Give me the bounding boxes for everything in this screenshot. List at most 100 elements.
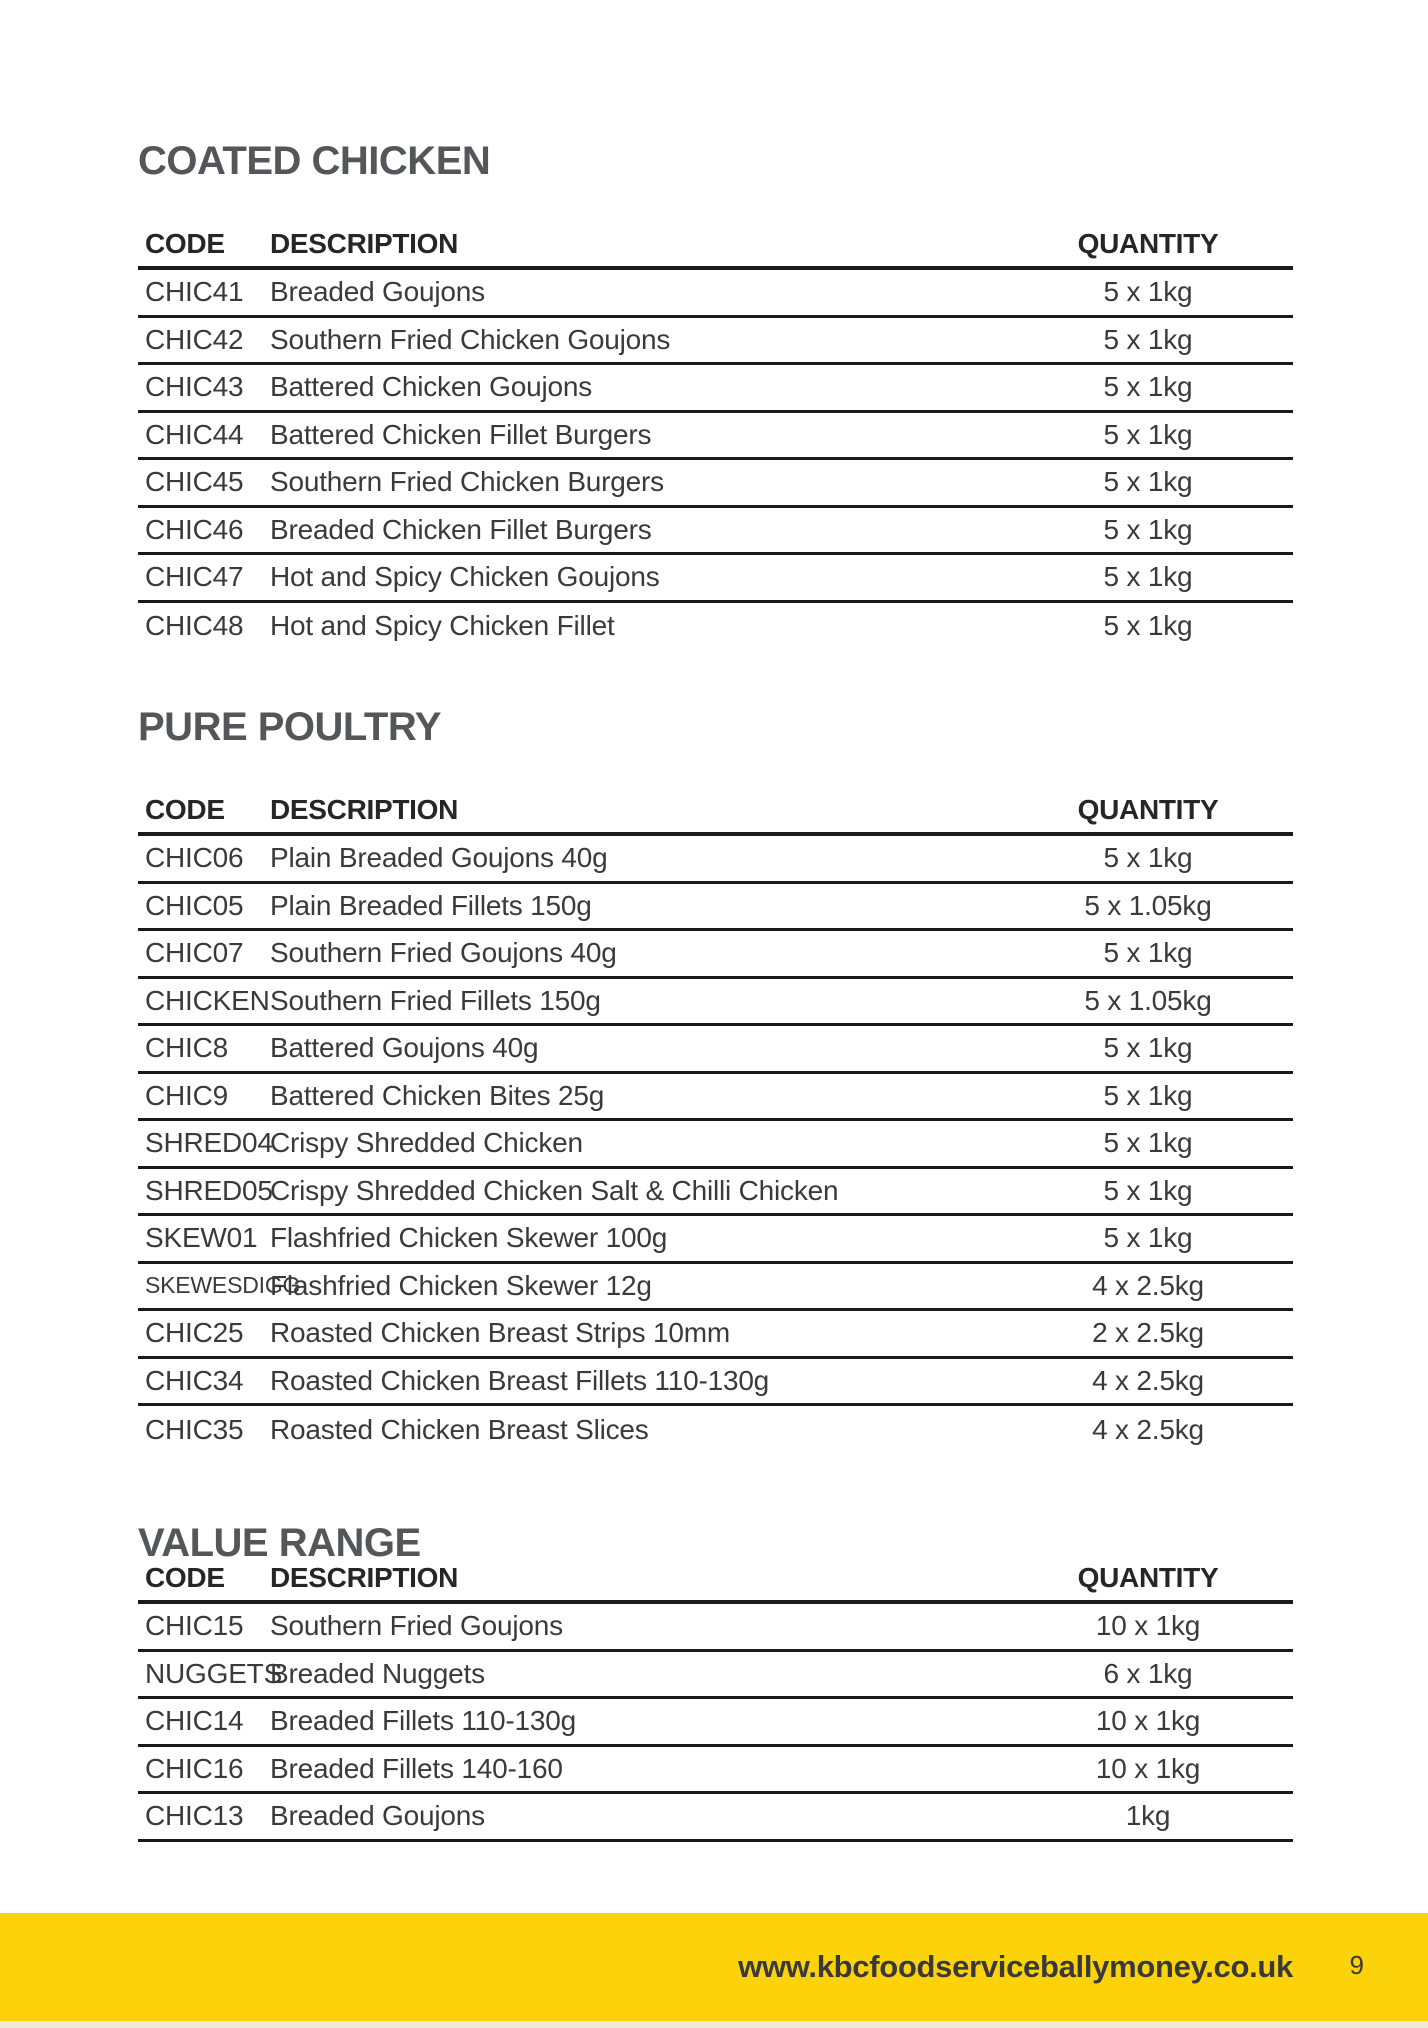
column-header-code: CODE [145,1562,225,1593]
column-header-quantity: QUANTITY [1077,228,1219,259]
product-description: Battered Chicken Goujons [270,371,593,403]
product-description: Breaded Nuggets [270,1657,485,1689]
product-description: Breaded Chicken Fillet Burgers [270,513,652,545]
product-code: SKEW01 [145,1222,258,1254]
product-description: Southern Fried Chicken Goujons [270,323,671,355]
product-quantity: 5 x 1kg [1103,1222,1193,1254]
product-description: Breaded Goujons [270,276,485,308]
product-description: Flashfried Chicken Skewer 100g [270,1222,668,1254]
product-description: Breaded Goujons [270,1800,485,1832]
product-description: Roasted Chicken Breast Slices [270,1413,649,1445]
product-quantity: 5 x 1.05kg [1084,984,1212,1016]
table-row: CHIC34 Roasted Chicken Breast Fillets 110… [138,1359,1293,1406]
table-row: CHIC14 Breaded Fillets 110-130g 10 x 1kg [138,1699,1293,1747]
product-description: Plain Breaded Fillets 150g [270,889,592,921]
table-row: CHIC42 Southern Fried Chicken Goujons 5 x … [138,318,1293,365]
product-code: SKEWESDIGG [145,1272,301,1299]
product-code: CHIC14 [145,1705,244,1737]
page-number: 9 [1349,1949,1364,1980]
table-row: SHRED04 Crispy Shredded Chicken 5 x 1kg [138,1121,1293,1169]
table-header-row: CODE DESCRIPTION QUANTITY [138,748,1293,836]
table-row: NUGGETS Breaded Nuggets 6 x 1kg [138,1652,1293,1699]
product-quantity: 5 x 1kg [1103,610,1193,642]
product-quantity: 5 x 1.05kg [1084,889,1212,921]
table-row: SKEWESDIGG Flashfried Chicken Skewer 12g 4… [138,1264,1293,1311]
column-header-code: CODE [145,228,225,259]
table-row: CHIC25 Roasted Chicken Breast Strips 10mm… [138,1311,1293,1359]
product-code: CHIC46 [145,513,244,545]
table-header-row: CODE DESCRIPTION QUANTITY [138,182,1293,270]
product-description: Battered Chicken Bites 25g [270,1079,605,1111]
product-code: CHIC16 [145,1752,244,1784]
product-quantity: 5 x 1kg [1103,418,1193,450]
table-row: CHIC41 Breaded Goujons 5 x 1kg [138,270,1293,318]
product-description: Breaded Fillets 110-130g [270,1705,576,1737]
product-quantity: 5 x 1kg [1103,1127,1193,1159]
column-header-quantity: QUANTITY [1077,1562,1219,1593]
product-code: CHIC47 [145,561,244,593]
product-code: SHRED05 [145,1174,273,1206]
table-row: CHIC13 Breaded Goujons 1kg [138,1794,1293,1842]
product-quantity: 5 x 1kg [1103,1079,1193,1111]
product-code: CHIC9 [145,1079,229,1111]
footer-band: www.kbcfoodserviceballymoney.co.uk 9 [0,1913,1428,2021]
product-code: CHIC05 [145,889,244,921]
table-body: CHIC41 Breaded Goujons 5 x 1kg CHIC42 Southe… [138,270,1293,650]
section-title: COATED CHICKEN [138,139,491,183]
section-title: VALUE RANGE [138,1521,421,1565]
product-description: Roasted Chicken Breast Strips 10mm [270,1317,731,1349]
product-description: Southern Fried Goujons 40g [270,937,617,969]
product-code: CHIC35 [145,1413,244,1445]
section-value-range: VALUE RANGE CODE DESCRIPTION QUANTITY CH… [138,1522,1293,1842]
section-title: PURE POULTRY [138,705,441,749]
product-quantity: 1kg [1125,1800,1171,1832]
product-code: CHIC41 [145,276,244,308]
table-row: CHIC07 Southern Fried Goujons 40g 5 x 1kg [138,931,1293,979]
product-code: CHIC15 [145,1610,244,1642]
table-row: CHIC05 Plain Breaded Fillets 150g 5 x 1.05… [138,884,1293,931]
product-quantity: 5 x 1kg [1103,1174,1193,1206]
product-code: NUGGETS [145,1657,283,1689]
table-body: CHIC15 Southern Fried Goujons 10 x 1kg NUGG… [138,1604,1293,1842]
product-quantity: 10 x 1kg [1095,1752,1201,1784]
product-description: Southern Fried Fillets 150g [270,984,601,1016]
table-row: SKEW01 Flashfried Chicken Skewer 100g 5 x … [138,1216,1293,1264]
product-description: Roasted Chicken Breast Fillets 110-130g [270,1364,770,1396]
product-description: Southern Fried Goujons [270,1610,563,1642]
product-quantity: 4 x 2.5kg [1092,1413,1204,1445]
product-code: CHIC07 [145,937,244,969]
product-description: Hot and Spicy Chicken Goujons [270,561,660,593]
table-row: CHIC43 Battered Chicken Goujons 5 x 1kg [138,365,1293,413]
column-header-code: CODE [145,794,225,825]
product-quantity: 4 x 2.5kg [1092,1364,1204,1396]
product-description: Crispy Shredded Chicken Salt & Chilli Ch… [270,1174,839,1206]
product-quantity: 5 x 1kg [1103,466,1193,498]
product-quantity: 5 x 1kg [1103,513,1193,545]
table-row: CHIC8 Battered Goujons 40g 5 x 1kg [138,1026,1293,1074]
product-description: Southern Fried Chicken Burgers [270,466,664,498]
table-row: CHIC9 Battered Chicken Bites 25g 5 x 1kg [138,1074,1293,1121]
product-code: CHIC42 [145,323,244,355]
column-header-description: DESCRIPTION [270,228,459,259]
table-row: CHIC35 Roasted Chicken Breast Slices 4 x 2… [138,1406,1293,1454]
page-bottom-edge [0,2021,1428,2028]
table-header-row: CODE DESCRIPTION QUANTITY [138,1562,1293,1604]
table-row: CHIC47 Hot and Spicy Chicken Goujons 5 x 1… [138,555,1293,603]
product-code: CHICKEN [145,984,270,1016]
table-row: SHRED05 Crispy Shredded Chicken Salt & Ch… [138,1169,1293,1216]
footer-website-url: www.kbcfoodserviceballymoney.co.uk [738,1949,1293,1984]
table-row: CHIC44 Battered Chicken Fillet Burgers 5 x… [138,413,1293,460]
product-quantity: 6 x 1kg [1103,1657,1193,1689]
product-description: Crispy Shredded Chicken [270,1127,583,1159]
product-quantity: 4 x 2.5kg [1092,1269,1204,1301]
product-code: CHIC13 [145,1800,244,1832]
product-quantity: 5 x 1kg [1103,561,1193,593]
section-pure-poultry: PURE POULTRY CODE DESCRIPTION QUANTITY C… [138,706,1293,1454]
table-row: CHIC48 Hot and Spicy Chicken Fillet 5 x 1k… [138,603,1293,651]
product-quantity: 5 x 1kg [1103,937,1193,969]
product-code: SHRED04 [145,1127,273,1159]
product-code: CHIC25 [145,1317,244,1349]
table-row: CHICKEN Southern Fried Fillets 150g 5 x 1.… [138,979,1293,1026]
product-description: Plain Breaded Goujons 40g [270,842,608,874]
